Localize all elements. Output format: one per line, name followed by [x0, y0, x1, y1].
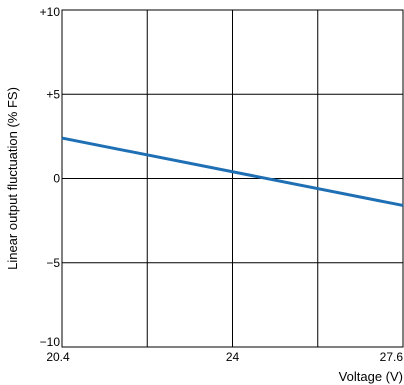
x-tick-label: 20.4 [46, 350, 70, 364]
plot-frame [61, 9, 404, 348]
y-axis-label: Linear output fluctuation (% FS) [5, 87, 20, 270]
y-tick-labels: +10 +5 0 −5 −10 [40, 5, 61, 349]
x-axis-label: Voltage (V) [339, 369, 403, 384]
y-tick-label: +10 [40, 5, 61, 19]
x-tick-labels: 20.4 24 27.6 [46, 350, 403, 364]
y-tick-label: −5 [46, 256, 60, 270]
series-line-0 [61, 136, 404, 207]
x-tick-label: 27.6 [380, 350, 404, 364]
series-layer [61, 136, 404, 207]
y-tick-label: +5 [46, 87, 60, 101]
x-tick-label: 24 [226, 350, 240, 364]
y-tick-label: −10 [40, 335, 61, 349]
grid [61, 9, 404, 348]
y-tick-label: 0 [53, 172, 60, 186]
